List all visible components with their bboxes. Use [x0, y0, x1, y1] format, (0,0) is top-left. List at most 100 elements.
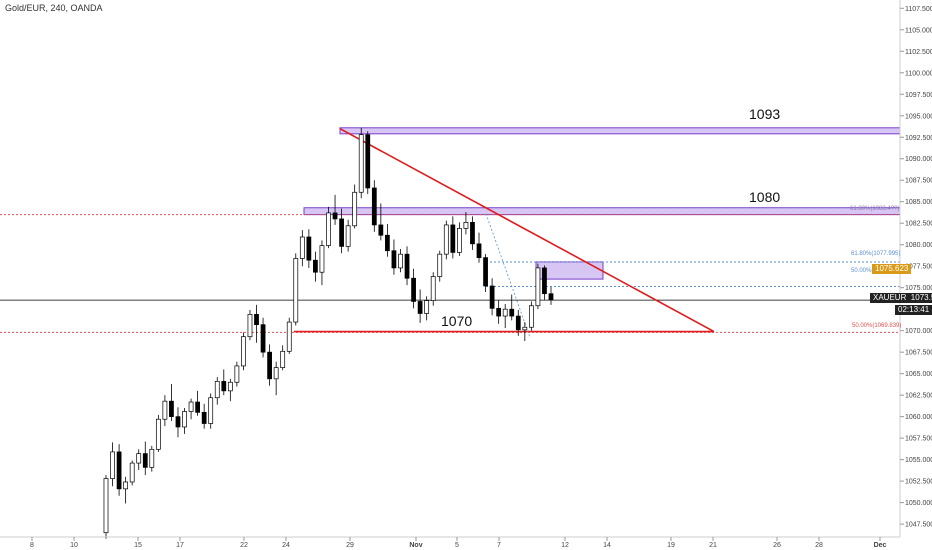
x-tick-label: 22 [240, 542, 248, 549]
symbol-tag-label: XAUEUR [873, 293, 907, 302]
x-tick-label: 21 [709, 542, 717, 549]
x-tick-label: 5 [455, 542, 459, 549]
candle-bear [483, 257, 488, 287]
candle-bear [169, 400, 174, 417]
x-tick-label: Nov [409, 542, 422, 549]
candle-bull [214, 381, 220, 399]
candle-bull [280, 350, 286, 368]
y-tick-label: 1092.500 [905, 135, 932, 142]
x-tick-label: 26 [773, 542, 781, 549]
candle-bull [437, 253, 443, 277]
candle-bull [398, 253, 403, 269]
candle-bull [463, 222, 469, 229]
fib-label-50-low: 50.00%(1069.839) [852, 323, 902, 329]
time-axis[interactable]: 8 10 15 17 22 24 29 Nov 5 7 12 14 19 21 26 28 Dec [30, 537, 887, 549]
candle-bull [528, 305, 534, 328]
candle-bull [319, 245, 325, 273]
y-tick-label: 1090.000 [905, 156, 932, 163]
y-tick-label: 1057.500 [905, 436, 932, 443]
candle-bear [306, 236, 312, 261]
candle-bull [299, 236, 305, 259]
y-tick-label: 1087.500 [905, 178, 932, 185]
y-tick-label: 1065.000 [905, 371, 932, 378]
candle-bull [358, 134, 364, 193]
candle-bull [326, 212, 331, 246]
candle-bear [509, 308, 515, 317]
fib-label-upper: 61.80%(1083.4??) [850, 206, 900, 212]
candle-bear [476, 243, 482, 258]
x-tick-label: 29 [346, 542, 354, 549]
descending-trendline [339, 127, 715, 333]
x-tick-label: 14 [603, 542, 611, 549]
x-tick-label: Dec [874, 542, 887, 549]
y-tick-label: 1060.000 [905, 414, 932, 421]
current-level-tag: 1075.623 [872, 264, 912, 274]
candle-bull [352, 191, 358, 227]
candle-bear [385, 234, 390, 252]
candle-bull [430, 276, 436, 301]
candle-bear [267, 351, 272, 380]
candle-bull [182, 411, 187, 428]
candle-bear [515, 315, 521, 331]
candle-bear [195, 401, 200, 413]
candle-bull [286, 321, 292, 352]
candle-bear [365, 134, 371, 189]
candle-bear [548, 293, 554, 301]
y-tick-label: 1067.500 [905, 350, 932, 357]
candle-bear [496, 307, 502, 317]
candle-bull [424, 300, 430, 314]
y-tick-label: 1055.000 [905, 457, 932, 464]
x-tick-label: 17 [176, 542, 184, 549]
candle-bear [260, 324, 266, 353]
zone-1093 [339, 127, 901, 135]
candle-bull [522, 326, 528, 331]
candle-bull [443, 224, 449, 255]
y-tick-label: 1052.500 [905, 479, 932, 486]
y-tick-label: 1095.000 [905, 113, 932, 120]
x-tick-label: 19 [667, 542, 675, 549]
candle-bull [293, 258, 299, 323]
candle-bear [339, 218, 344, 247]
candle-bear [254, 313, 259, 326]
y-tick-label: 1105.000 [905, 27, 932, 34]
candle-bull [155, 418, 161, 450]
candle-bear [470, 222, 475, 245]
y-tick-label: 1077.500 [905, 264, 932, 271]
x-tick-label: 15 [134, 542, 142, 549]
label-1093: 1093 [749, 106, 781, 122]
candle-bull [247, 313, 253, 338]
candle-bull [457, 228, 462, 253]
candle-bear [378, 224, 384, 236]
candle-bull [227, 381, 233, 392]
candle-bear [175, 416, 181, 428]
x-tick-label: 24 [282, 542, 290, 549]
price-tag-value: 1073.556 [910, 293, 932, 302]
candle-bull [234, 365, 240, 383]
candles [103, 127, 554, 539]
price-axis[interactable]: 1107.500 1105.000 1102.500 1100.000 1097.500… [900, 6, 932, 529]
candle-bull [502, 308, 508, 317]
y-tick-label: 1107.500 [905, 6, 932, 13]
candle-bull [208, 397, 214, 424]
candle-bear [221, 381, 227, 392]
candle-bear [542, 267, 547, 295]
y-tick-label: 1097.500 [905, 92, 932, 99]
candle-bear [201, 411, 207, 424]
candle-bear [332, 212, 338, 220]
y-tick-label: 1075.000 [905, 285, 932, 292]
x-tick-label: 7 [497, 542, 501, 549]
candle-bull [162, 400, 168, 420]
y-tick-label: 1047.500 [905, 522, 932, 529]
candle-bull [273, 367, 279, 380]
candle-bear [417, 301, 423, 314]
x-tick-label: 28 [815, 542, 823, 549]
label-1070: 1070 [441, 313, 473, 329]
candle-bear [142, 453, 148, 468]
candle-bear [371, 187, 377, 226]
y-tick-label: 1050.000 [905, 500, 932, 507]
candle-bull [149, 448, 155, 468]
candle-bull [535, 267, 541, 307]
candle-bull [123, 481, 129, 490]
candle-bull [241, 336, 246, 367]
